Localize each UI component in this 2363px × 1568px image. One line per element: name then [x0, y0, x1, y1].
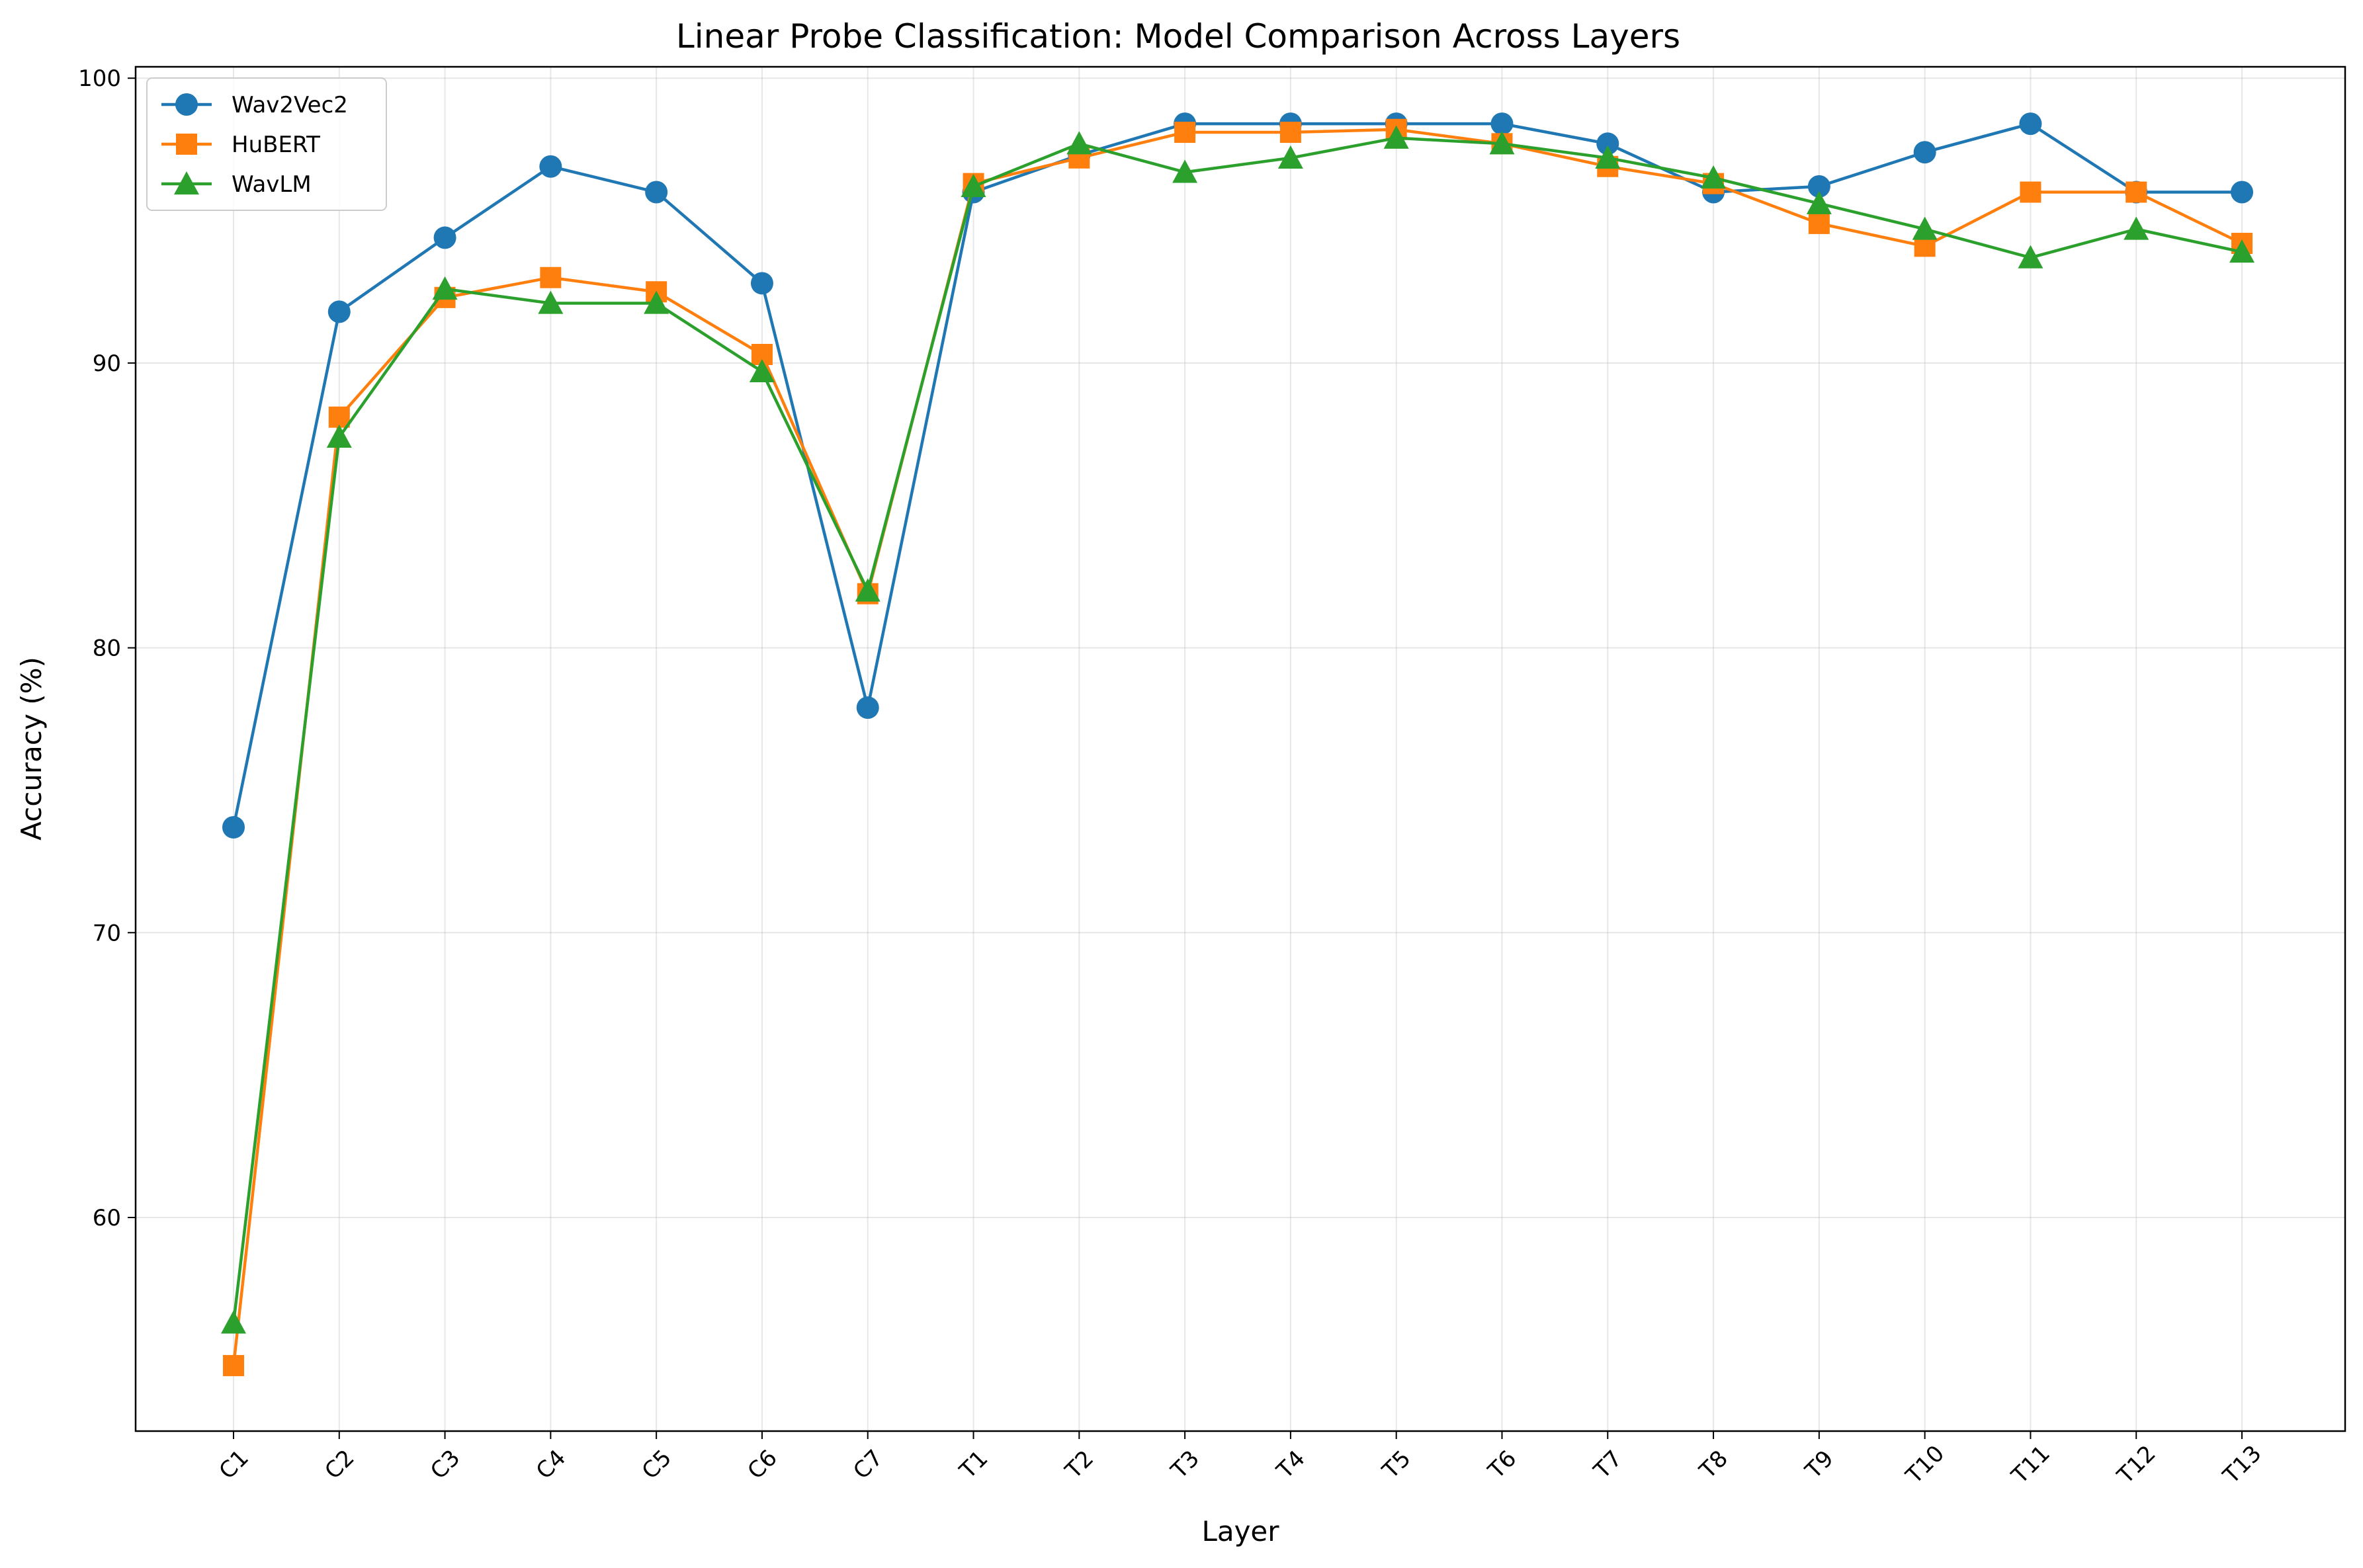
- data-point-wav2vec2: [222, 815, 245, 839]
- data-point-wav2vec2: [539, 155, 562, 178]
- data-point-hubert: [2126, 181, 2147, 203]
- data-point-wav2vec2: [327, 300, 351, 323]
- data-point-wavlm: [432, 276, 458, 300]
- x-tick-label: C7: [848, 1445, 888, 1485]
- legend: Wav2Vec2 HuBERT WavLM: [146, 77, 387, 211]
- data-point-wavlm: [326, 424, 352, 448]
- legend-label-hubert: HuBERT: [232, 132, 320, 158]
- data-point-wavlm: [1277, 145, 1303, 169]
- series-wav2vec2: [222, 112, 2253, 839]
- x-tick-label: T9: [1800, 1446, 1839, 1485]
- legend-label-wav2vec2: Wav2Vec2: [232, 92, 348, 118]
- data-point-wavlm: [2124, 216, 2149, 240]
- data-point-wav2vec2: [2019, 112, 2042, 136]
- series-layer: [221, 112, 2255, 1376]
- data-point-wavlm: [1806, 190, 1832, 214]
- legend-marker-wav2vec2: [175, 93, 198, 116]
- x-tick-label: C5: [637, 1445, 677, 1485]
- x-tick-label: C4: [531, 1445, 571, 1485]
- data-point-wavlm: [1172, 159, 1198, 183]
- series-hubert: [223, 118, 2253, 1376]
- legend-marker-wavlm: [174, 171, 199, 195]
- x-tick-label: T4: [1271, 1446, 1310, 1485]
- data-point-wav2vec2: [433, 226, 456, 249]
- x-tick-label: T12: [2112, 1440, 2161, 1489]
- data-point-hubert: [1279, 122, 1301, 144]
- data-point-wavlm: [1701, 165, 1727, 189]
- y-tick-label: 100: [78, 65, 121, 92]
- plot-frame: [134, 65, 2346, 1432]
- x-tick-label: T1: [954, 1446, 993, 1485]
- x-tick-label: T10: [1901, 1440, 1950, 1489]
- data-point-hubert: [1808, 212, 1830, 234]
- data-point-wav2vec2: [1490, 112, 1514, 136]
- data-point-hubert: [2020, 181, 2041, 203]
- data-point-wavlm: [1595, 145, 1621, 169]
- data-point-wav2vec2: [1596, 132, 1619, 155]
- x-tick-label: C1: [214, 1445, 254, 1485]
- data-point-wav2vec2: [2231, 181, 2253, 204]
- data-point-wavlm: [1066, 131, 1092, 155]
- x-tick-label: T6: [1482, 1446, 1522, 1485]
- data-point-wavlm: [644, 290, 669, 314]
- data-point-wav2vec2: [856, 696, 879, 720]
- y-tick-label: 80: [93, 636, 121, 662]
- x-tick-label: C3: [425, 1445, 465, 1485]
- x-tick-label: T13: [2217, 1440, 2266, 1489]
- legend-label-wavlm: WavLM: [232, 171, 312, 198]
- y-tick-label: 90: [93, 351, 121, 377]
- data-point-wavlm: [1489, 131, 1515, 155]
- data-point-wavlm: [538, 290, 564, 314]
- x-tick-label: T5: [1377, 1446, 1416, 1485]
- series-line-wavlm: [232, 136, 2243, 1323]
- data-point-wavlm: [2229, 239, 2255, 263]
- x-tick-label: T8: [1694, 1446, 1733, 1485]
- data-point-hubert: [223, 1354, 244, 1376]
- series-line-wav2vec2: [232, 122, 2242, 828]
- legend-marker-hubert: [176, 134, 197, 155]
- x-tick-label: C2: [320, 1445, 359, 1485]
- ticks: C1 C2 C3 C4 C5 C6 C7 T1 T2 T3 T4 T5 T6 T7 T8 T9 T10 T11 T1…: [78, 65, 2266, 1489]
- data-point-wavlm: [2018, 245, 2043, 268]
- data-point-hubert: [328, 406, 350, 428]
- x-tick-label: C6: [742, 1445, 782, 1485]
- data-point-wavlm: [1383, 125, 1409, 149]
- data-point-hubert: [1174, 122, 1196, 144]
- y-tick-label: 60: [93, 1205, 121, 1231]
- data-point-hubert: [540, 267, 562, 288]
- series-line-hubert: [232, 128, 2243, 1366]
- x-tick-label: T11: [2006, 1440, 2055, 1489]
- data-point-wavlm: [749, 358, 775, 382]
- data-point-wavlm: [855, 578, 881, 602]
- data-point-wavlm: [961, 173, 986, 198]
- legend-box: [146, 77, 387, 211]
- data-point-wavlm: [221, 1310, 246, 1334]
- y-axis-label: Accuracy (%): [15, 657, 48, 841]
- data-point-wav2vec2: [1913, 141, 1936, 164]
- x-axis-label: Layer: [1201, 1515, 1279, 1547]
- x-tick-label: T7: [1588, 1446, 1627, 1485]
- series-wavlm: [221, 125, 2255, 1334]
- grid: [136, 67, 2345, 1431]
- data-point-wav2vec2: [1807, 175, 1830, 198]
- y-tick-label: 70: [93, 920, 121, 946]
- data-point-wav2vec2: [645, 181, 668, 204]
- x-tick-label: T2: [1060, 1446, 1099, 1485]
- data-point-wavlm: [1912, 216, 1938, 240]
- chart-title: Linear Probe Classification: Model Compa…: [676, 17, 1680, 56]
- data-point-wav2vec2: [750, 272, 773, 295]
- x-tick-label: T3: [1166, 1446, 1205, 1485]
